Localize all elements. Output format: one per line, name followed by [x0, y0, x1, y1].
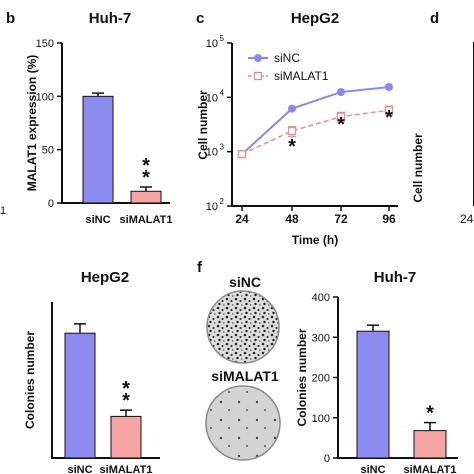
c-ytick-exponent: 3 [220, 143, 225, 152]
b-category-label: siMALAT1 [120, 214, 173, 226]
c-ytick-label: 10 [206, 147, 218, 159]
e-category-label: siNC [67, 464, 92, 474]
c-xtick-label: 72 [334, 212, 348, 226]
c-series-siMALAT1-point [336, 112, 346, 121]
b-y-axis-label: MALAT1 expression (%) [25, 55, 39, 191]
f-category-label: siMALAT1 [404, 464, 457, 474]
f-ytick-label: 0 [324, 453, 330, 465]
chart-b-huh7-expression: 0 50 100 150 MALAT1 expression (%) siNC siMALA… [25, 38, 172, 226]
c-xtick-label: 48 [285, 212, 299, 226]
e-bar-siNC [64, 332, 96, 459]
e-y-axis-label: Colonies number [23, 331, 37, 429]
panel-c-letter: c [196, 10, 204, 27]
b-ytick-label: 150 [36, 38, 54, 50]
panel-f-image-label-top: siNC [229, 274, 261, 290]
panel-f-image-label-bottom: siMALAT1 [211, 368, 279, 384]
c-xtick-label: 24 [235, 212, 249, 226]
e-significance-star: * [122, 390, 130, 412]
c-series-siNC-point [385, 82, 393, 91]
c-ytick-label: 10 [206, 38, 218, 50]
f-significance-star: * [426, 403, 434, 425]
c-significance-star: * [337, 114, 345, 136]
f-ytick-label: 300 [312, 332, 330, 344]
f-ytick-label: 100 [312, 413, 330, 425]
chart-f-huh7-colonies: 0 100 200 300 400 Colonies number siNC siMALAT1… [295, 292, 458, 474]
panel-f-letter: f [197, 259, 203, 276]
panel-b-letter: b [6, 10, 15, 27]
b-ytick-label: 50 [42, 145, 54, 157]
panel-d-cropped-ylabel: Cell number [411, 133, 425, 203]
c-ytick-exponent: 5 [220, 34, 225, 43]
c-legend-siNC-swatch-marker [254, 54, 262, 62]
f-ytick-label: 400 [312, 292, 330, 304]
c-series-siNC-point [288, 104, 296, 113]
c-ytick-label: 10 [206, 201, 218, 213]
c-series-siMALAT1-point [287, 126, 297, 136]
c-xtick-label: 96 [382, 212, 396, 226]
chart-e-hepg2-colonies: Colonies number siNC siMALAT1 ** [23, 302, 160, 474]
c-series-siNC-line [241, 85, 390, 155]
c-ytick-exponent: 2 [220, 197, 225, 206]
colony-plate-simalat1-image [205, 385, 281, 461]
c-series-siMALAT1-line [241, 109, 390, 155]
panel-e-title: HepG2 [81, 269, 129, 286]
colony-plate-sinc-image [206, 290, 280, 364]
c-ytick-label: 10 [206, 92, 218, 104]
b-bar-siMALAT1 [130, 190, 162, 204]
f-y-axis-label: Colonies number [295, 328, 309, 426]
c-series-siNC-point [337, 88, 345, 97]
b-category-label: siNC [85, 214, 110, 226]
panel-f-title: Huh-7 [374, 269, 417, 286]
f-ytick-label: 200 [312, 373, 330, 385]
b-bar-siNC [82, 95, 114, 204]
c-series-siMALAT1-point [384, 106, 394, 115]
c-legend-siNC-label: siNC [274, 51, 300, 65]
c-significance-star: * [385, 107, 393, 129]
c-x-axis-label: Time (h) [292, 233, 338, 247]
f-category-label: siNC [360, 464, 385, 474]
c-legend-siMALAT1-label: siMALAT1 [274, 69, 329, 83]
panel-a-cropped-tick: 1 [0, 205, 6, 217]
f-bar-siNC [356, 330, 390, 459]
panel-c-title: HepG2 [291, 10, 339, 27]
c-ytick-exponent: 4 [220, 88, 225, 97]
e-bar-siMALAT1 [110, 415, 142, 459]
c-legend-siMALAT1-swatch-marker [253, 71, 263, 81]
b-significance-star: * [142, 155, 150, 177]
c-significance-star: * [288, 136, 296, 158]
b-ytick-label: 100 [36, 91, 54, 103]
e-significance-star: * [122, 378, 130, 400]
b-ytick-label: 0 [48, 198, 54, 210]
panel-d-cropped-tick-24: 24 [460, 212, 474, 226]
b-significance-star: * [142, 167, 150, 189]
panel-d-letter: d [430, 10, 439, 27]
f-bar-siMALAT1 [413, 430, 447, 459]
panel-b-title: Huh-7 [89, 10, 132, 27]
c-series-siMALAT1-point [237, 150, 247, 159]
e-category-label: siMALAT1 [100, 464, 153, 474]
c-y-axis-label: Cell number [196, 90, 210, 160]
